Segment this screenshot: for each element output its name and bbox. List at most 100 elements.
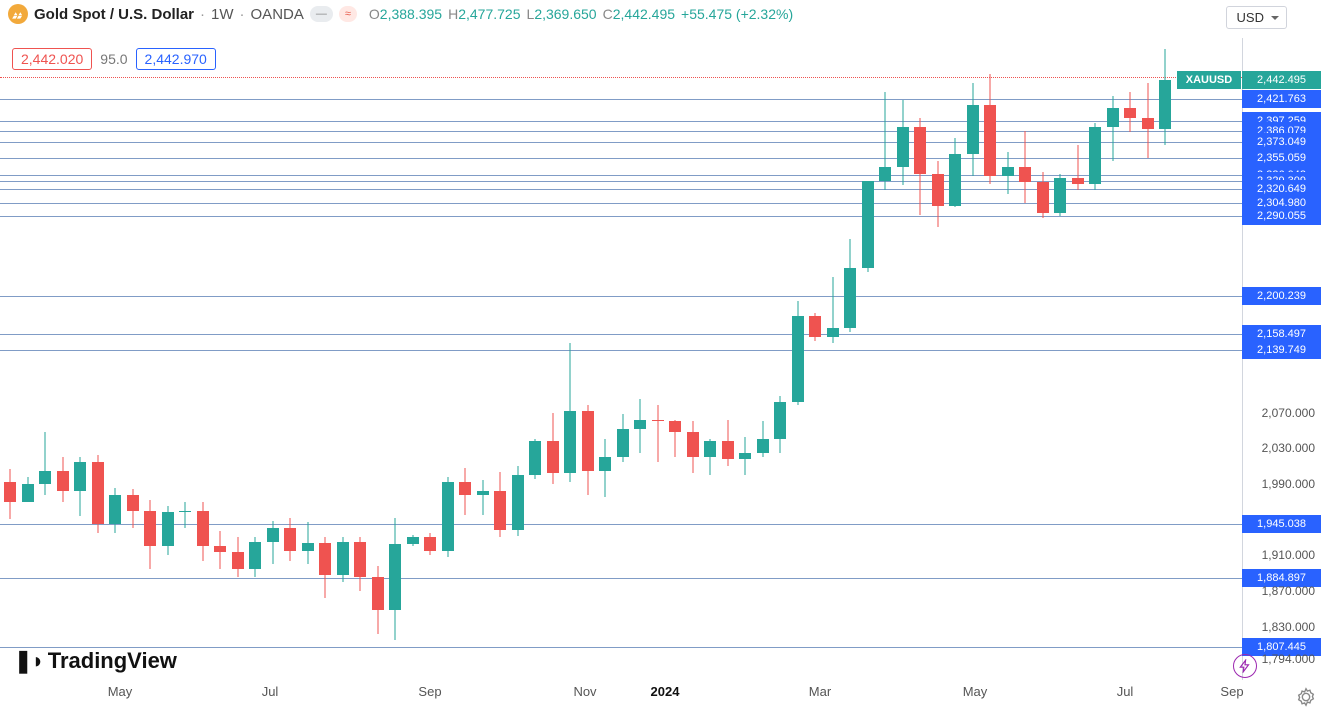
candlestick[interactable] bbox=[809, 313, 821, 342]
candlestick[interactable] bbox=[862, 181, 874, 272]
candlestick[interactable] bbox=[897, 100, 909, 185]
y-tick-label: 1,830.000 bbox=[1262, 620, 1315, 634]
candlestick[interactable] bbox=[1037, 172, 1049, 218]
candlestick[interactable] bbox=[949, 138, 961, 208]
candlestick[interactable] bbox=[1072, 145, 1084, 190]
candlestick[interactable] bbox=[757, 421, 769, 457]
y-tick-label: 1,870.000 bbox=[1262, 584, 1315, 598]
candlestick[interactable] bbox=[127, 489, 139, 528]
candlestick[interactable] bbox=[232, 537, 244, 577]
price-level-tag: 2,355.059 bbox=[1242, 149, 1321, 167]
price-level-tag: 1,945.038 bbox=[1242, 515, 1321, 533]
candlestick[interactable] bbox=[582, 405, 594, 494]
candlestick[interactable] bbox=[4, 469, 16, 520]
status-pill: — bbox=[310, 6, 333, 22]
y-tick-label: 2,030.000 bbox=[1262, 441, 1315, 455]
candlestick[interactable] bbox=[267, 521, 279, 564]
symbol-title[interactable]: Gold Spot / U.S. Dollar bbox=[34, 6, 194, 23]
candlestick[interactable] bbox=[914, 118, 926, 214]
candlestick[interactable] bbox=[249, 537, 261, 577]
candlestick[interactable] bbox=[739, 437, 751, 474]
candlestick[interactable] bbox=[179, 502, 191, 529]
candlestick[interactable] bbox=[879, 92, 891, 190]
candlestick[interactable] bbox=[74, 457, 86, 516]
candlestick[interactable] bbox=[302, 522, 314, 564]
settings-gear-icon[interactable] bbox=[1295, 686, 1317, 708]
candlestick[interactable] bbox=[284, 518, 296, 562]
candlestick[interactable] bbox=[792, 301, 804, 405]
x-tick-label: Sep bbox=[418, 684, 441, 699]
candlestick[interactable] bbox=[512, 466, 524, 536]
timeframe[interactable]: 1W bbox=[211, 6, 234, 23]
candlestick[interactable] bbox=[109, 488, 121, 533]
candlestick[interactable] bbox=[984, 74, 996, 185]
candlestick[interactable] bbox=[494, 472, 506, 537]
price-axis[interactable]: 2,442.8902,442.495XAUUSD2,421.7632,397.2… bbox=[1242, 38, 1321, 680]
candlestick[interactable] bbox=[617, 414, 629, 461]
candlestick[interactable] bbox=[39, 432, 51, 494]
candlestick[interactable] bbox=[1124, 92, 1136, 132]
candlestick[interactable] bbox=[1002, 152, 1014, 194]
candlestick[interactable] bbox=[442, 477, 454, 557]
candlestick[interactable] bbox=[1142, 83, 1154, 159]
time-axis[interactable]: MayJulSepNov2024MarMayJulSep bbox=[0, 680, 1242, 716]
x-tick-label: May bbox=[963, 684, 988, 699]
candlestick[interactable] bbox=[652, 405, 664, 461]
candlestick[interactable] bbox=[1089, 123, 1101, 190]
candlestick-chart[interactable] bbox=[0, 38, 1242, 680]
candlestick[interactable] bbox=[197, 502, 209, 562]
currency-selector[interactable]: USD bbox=[1226, 6, 1287, 29]
y-tick-label: 2,070.000 bbox=[1262, 406, 1315, 420]
candlestick[interactable] bbox=[424, 533, 436, 555]
candlestick[interactable] bbox=[827, 277, 839, 343]
candlestick[interactable] bbox=[92, 455, 104, 533]
symbol-price-tag: XAUUSD bbox=[1177, 71, 1241, 89]
candlestick[interactable] bbox=[144, 500, 156, 570]
data-provider: OANDA bbox=[251, 6, 304, 23]
candlestick[interactable] bbox=[319, 537, 331, 598]
y-tick-label: 1,910.000 bbox=[1262, 548, 1315, 562]
candlestick[interactable] bbox=[722, 420, 734, 466]
x-tick-label: 2024 bbox=[651, 684, 680, 699]
ohlc-values: O2,388.395 H2,477.725 L2,369.650 C2,442.… bbox=[369, 6, 793, 22]
candlestick[interactable] bbox=[774, 396, 786, 452]
candlestick[interactable] bbox=[1107, 96, 1119, 161]
candlestick[interactable] bbox=[22, 477, 34, 502]
candlestick[interactable] bbox=[634, 399, 646, 453]
x-tick-label: Jul bbox=[1117, 684, 1134, 699]
candlestick[interactable] bbox=[1054, 174, 1066, 217]
candlestick[interactable] bbox=[564, 343, 576, 482]
candlestick[interactable] bbox=[932, 161, 944, 227]
candlestick[interactable] bbox=[1019, 131, 1031, 203]
snapshot-icon[interactable] bbox=[1233, 654, 1257, 678]
tradingview-logo-icon: ❚◗TradingView bbox=[14, 648, 177, 674]
candlestick[interactable] bbox=[547, 413, 559, 484]
x-tick-label: Nov bbox=[573, 684, 596, 699]
candlestick[interactable] bbox=[669, 420, 681, 457]
candlestick[interactable] bbox=[599, 439, 611, 497]
candlestick[interactable] bbox=[337, 537, 349, 582]
price-level-tag: 2,139.749 bbox=[1242, 341, 1321, 359]
price-level-tag: 2,158.497 bbox=[1242, 325, 1321, 343]
candlestick[interactable] bbox=[162, 506, 174, 555]
approx-pill: ≈ bbox=[339, 6, 357, 22]
candlestick[interactable] bbox=[477, 480, 489, 515]
y-tick-label: 1,794.000 bbox=[1262, 652, 1315, 666]
x-tick-label: Sep bbox=[1220, 684, 1243, 699]
candlestick[interactable] bbox=[967, 83, 979, 177]
candlestick[interactable] bbox=[389, 518, 401, 640]
candlestick[interactable] bbox=[687, 421, 699, 473]
candlestick[interactable] bbox=[57, 457, 69, 502]
y-tick-label: 1,990.000 bbox=[1262, 477, 1315, 491]
candlestick[interactable] bbox=[372, 566, 384, 634]
candlestick[interactable] bbox=[1159, 49, 1171, 145]
candlestick[interactable] bbox=[214, 531, 226, 569]
candlestick[interactable] bbox=[407, 535, 419, 547]
candlestick[interactable] bbox=[354, 537, 366, 591]
price-level-tag: 2,421.763 bbox=[1242, 90, 1321, 108]
x-tick-label: Jul bbox=[262, 684, 279, 699]
candlestick[interactable] bbox=[529, 439, 541, 479]
candlestick[interactable] bbox=[704, 439, 716, 475]
candlestick[interactable] bbox=[844, 239, 856, 333]
candlestick[interactable] bbox=[459, 468, 471, 515]
